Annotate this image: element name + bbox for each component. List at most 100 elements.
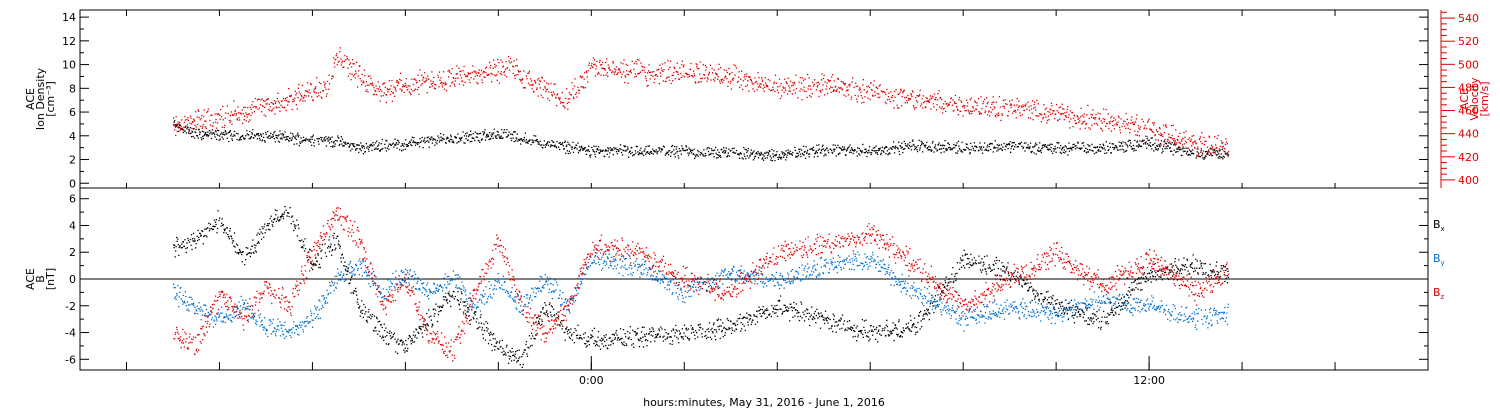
data-point (998, 114, 1000, 116)
data-point (506, 136, 509, 138)
data-point (430, 319, 432, 321)
data-point (607, 150, 609, 152)
data-point (928, 100, 930, 102)
data-point (712, 149, 715, 152)
data-point (713, 69, 715, 71)
data-point (702, 328, 704, 330)
data-point (1119, 149, 1121, 151)
data-point (208, 222, 210, 224)
data-point (176, 123, 178, 125)
data-point (1051, 143, 1053, 146)
data-point (850, 151, 852, 154)
data-point (211, 229, 214, 231)
data-point (365, 311, 367, 313)
data-point (529, 84, 531, 86)
data-point (848, 85, 851, 87)
data-point (206, 135, 208, 137)
data-point (1175, 129, 1177, 131)
data-point (1132, 144, 1134, 147)
data-point (684, 149, 687, 152)
data-point (889, 152, 891, 155)
data-point (480, 314, 482, 316)
data-point (638, 59, 640, 61)
data-point (336, 140, 338, 142)
data-point (293, 143, 295, 145)
data-point (688, 338, 691, 340)
data-point (637, 338, 639, 340)
data-point (1173, 144, 1175, 146)
data-point (337, 56, 339, 59)
data-point (1217, 134, 1219, 137)
data-point (230, 236, 232, 238)
data-point (694, 75, 696, 77)
data-point (640, 152, 643, 155)
data-point (634, 76, 636, 78)
data-point (833, 148, 835, 151)
data-point (539, 318, 541, 320)
data-point (1134, 139, 1136, 142)
data-point (524, 349, 526, 351)
data-point (232, 135, 234, 137)
data-point (718, 328, 720, 331)
data-point (223, 132, 225, 134)
data-point (213, 219, 216, 221)
data-point (1205, 155, 1207, 158)
data-point (690, 149, 692, 151)
data-point (380, 89, 382, 91)
data-point (431, 136, 433, 138)
data-point (538, 77, 540, 80)
data-point (967, 147, 969, 149)
data-point (569, 337, 571, 340)
data-point (287, 135, 289, 138)
data-point (397, 82, 400, 84)
data-point (1047, 110, 1049, 113)
data-point (822, 77, 825, 80)
data-point (799, 90, 801, 92)
data-point (588, 344, 590, 346)
data-point (681, 337, 683, 339)
data-point (245, 247, 247, 249)
data-point (189, 115, 192, 117)
data-point (800, 301, 802, 303)
data-point (330, 145, 332, 148)
data-point (465, 305, 467, 307)
data-point (232, 114, 235, 116)
data-point (1037, 150, 1039, 152)
right-ytick-label: 460 (1458, 105, 1479, 118)
data-point (620, 341, 623, 344)
data-point (276, 98, 279, 100)
data-point (727, 319, 729, 322)
data-point (867, 97, 869, 99)
data-point (855, 327, 857, 329)
data-point (525, 139, 528, 141)
data-point (795, 303, 797, 305)
data-point (870, 82, 872, 84)
data-point (199, 233, 201, 235)
data-point (356, 294, 358, 296)
data-point (668, 79, 671, 81)
data-point (1135, 145, 1138, 147)
data-point (1022, 147, 1024, 150)
data-point (611, 148, 613, 150)
data-point (311, 138, 313, 140)
data-point (876, 150, 878, 152)
data-point (765, 309, 767, 312)
data-point (1014, 109, 1016, 111)
data-point (501, 61, 503, 63)
data-point (783, 87, 785, 89)
data-point (720, 79, 722, 81)
data-point (1106, 152, 1108, 154)
data-point (615, 69, 617, 71)
data-point (854, 149, 856, 151)
data-point (691, 149, 694, 152)
data-point (1220, 156, 1222, 158)
data-point (573, 97, 575, 100)
data-point (542, 89, 544, 91)
data-point (762, 312, 764, 315)
data-point (780, 308, 782, 310)
data-point (547, 97, 549, 100)
data-point (417, 86, 420, 89)
data-point (587, 341, 589, 343)
data-point (759, 154, 762, 156)
data-point (707, 78, 709, 80)
